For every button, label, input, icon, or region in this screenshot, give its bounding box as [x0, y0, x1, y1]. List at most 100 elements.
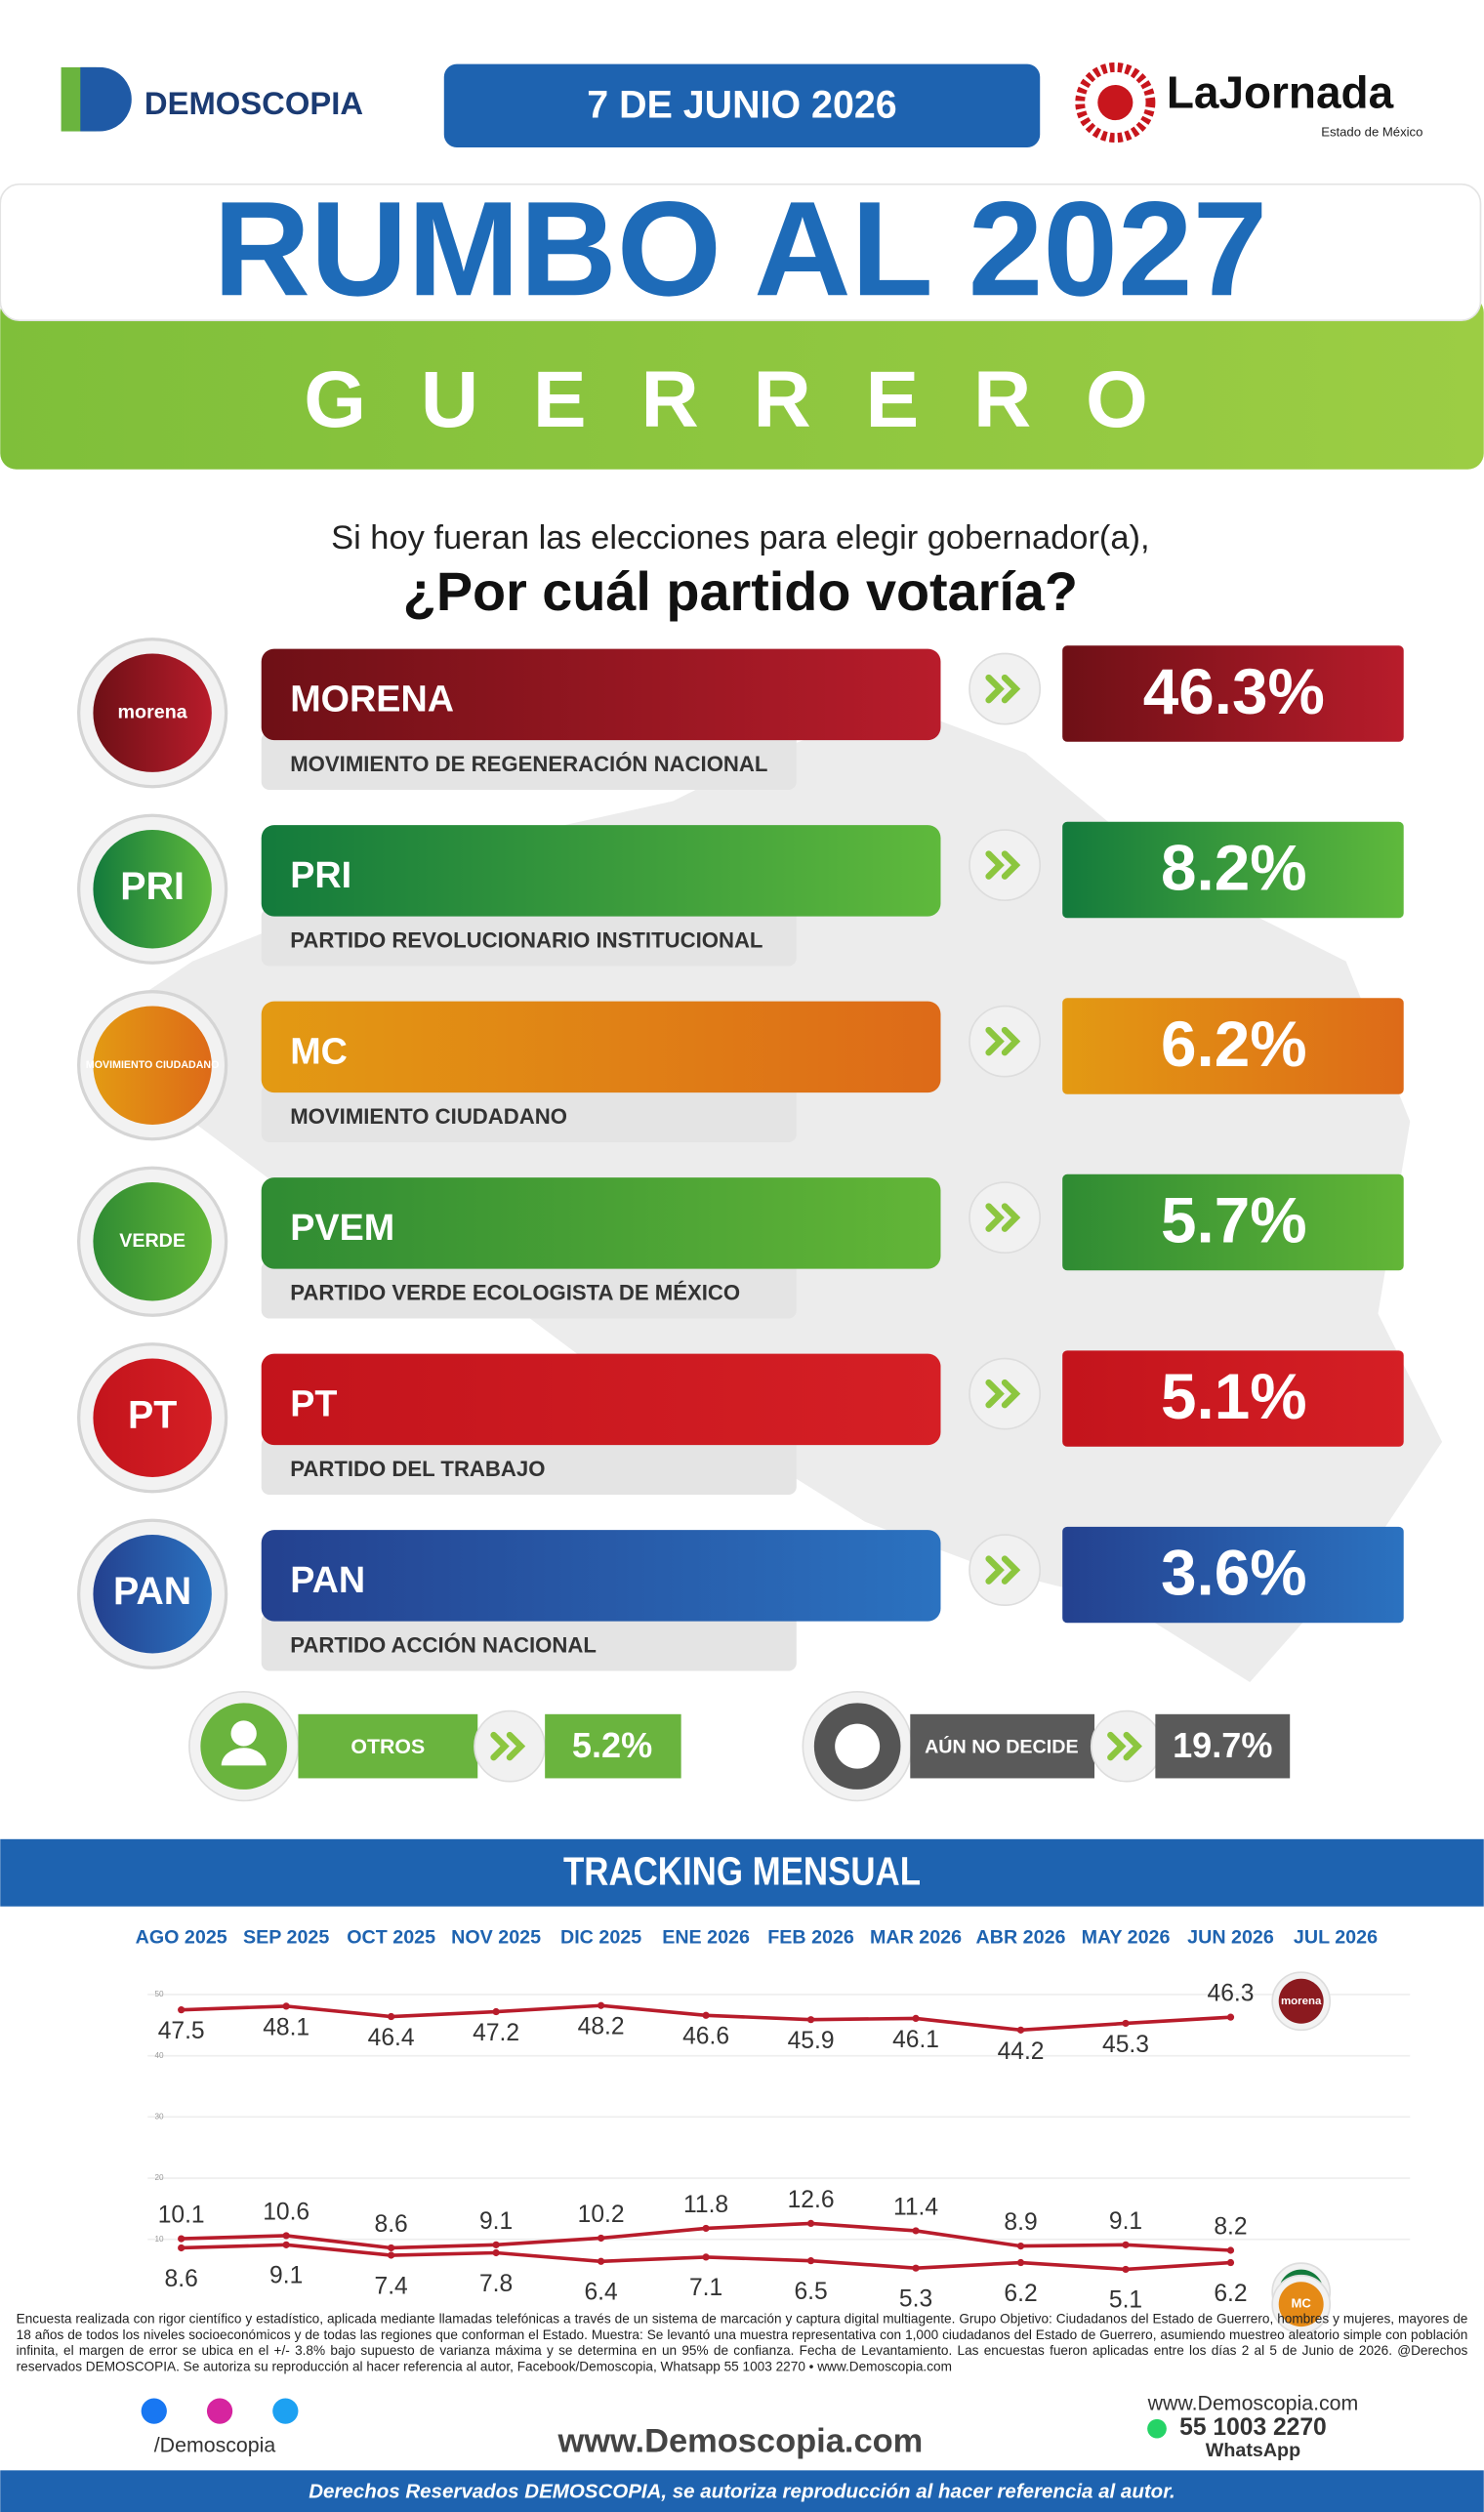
state-band: [0, 296, 1484, 470]
party-value-box: [1062, 1174, 1404, 1271]
chevron: [1001, 1555, 1021, 1585]
data-point: [178, 2244, 186, 2252]
data-label: 10.1: [158, 2203, 205, 2229]
data-point: [492, 2007, 500, 2016]
data-label: 46.1: [892, 2027, 939, 2053]
data-label: 10.2: [578, 2202, 625, 2228]
footer-note: Encuesta realizada con rigor científico …: [16, 2310, 1468, 2374]
social-icon: [141, 2398, 167, 2424]
x-tick-label: DIC 2025: [560, 1927, 641, 1949]
undecided-label: AÚN NO DECIDE: [925, 1734, 1079, 1757]
data-point: [282, 2241, 290, 2248]
data-point: [1226, 2246, 1235, 2254]
x-tick-label: JUL 2026: [1294, 1927, 1378, 1949]
data-point: [282, 2232, 290, 2240]
chevron: [1001, 850, 1021, 880]
data-point: [178, 2235, 186, 2243]
others-value-box: [545, 1713, 681, 1779]
party-value: 8.2%: [1161, 833, 1307, 904]
chevron: [1001, 1203, 1021, 1232]
chevron: [1001, 1379, 1021, 1409]
series-icon: [1278, 1978, 1324, 2024]
party-logo: [93, 653, 212, 772]
party-full-name: PARTIDO DEL TRABAJO: [290, 1457, 545, 1481]
chevron: [1107, 1731, 1127, 1761]
data-label: 7.8: [479, 2271, 513, 2297]
party-value-box: [1062, 645, 1404, 742]
data-point: [912, 2227, 920, 2235]
arrow-badge: [969, 829, 1042, 902]
data-point: [912, 2264, 920, 2272]
x-tick-label: OCT 2025: [347, 1927, 435, 1949]
data-label: 44.2: [998, 2038, 1045, 2065]
data-label: 48.2: [578, 2014, 625, 2040]
legend-label: MC: [1291, 2296, 1311, 2311]
question-line2: ¿Por cuál partido votaría?: [403, 560, 1078, 622]
party-full-name: PARTIDO VERDE ECOLOGISTA DE MÉXICO: [290, 1281, 740, 1305]
chevron: [985, 1379, 1005, 1409]
data-point: [806, 2219, 815, 2228]
data-label: 48.1: [263, 2014, 309, 2040]
data-point: [702, 2224, 710, 2233]
data-point: [702, 2011, 710, 2019]
party-bar: [261, 648, 941, 741]
arrow-badge: [474, 1709, 546, 1783]
data-point: [1016, 2026, 1025, 2034]
party-logo-text: PAN: [113, 1570, 191, 1613]
chevron: [985, 1555, 1005, 1585]
question-line1: Si hoy fueran las elecciones para elegir…: [331, 519, 1149, 556]
data-point: [492, 2241, 500, 2248]
party-logo: [93, 1358, 212, 1477]
data-point: [1226, 2258, 1235, 2267]
data-label: 7.1: [689, 2275, 722, 2301]
party-subbar: [261, 1436, 797, 1496]
social-handle: /Demoscopia: [154, 2433, 276, 2456]
data-label: 46.4: [368, 2025, 415, 2051]
data-point: [388, 2251, 395, 2259]
data-label: 8.2: [1214, 2214, 1247, 2241]
data-label: 8.9: [1004, 2209, 1037, 2236]
data-label: 6.5: [794, 2279, 827, 2305]
arrow-badge: [969, 1181, 1042, 1255]
series-icon: [1278, 2282, 1324, 2327]
website: www.Demoscopia.com: [556, 2423, 923, 2460]
logo-mark: [80, 66, 132, 132]
rights: Derechos Reservados DEMOSCOPIA, se autor…: [309, 2481, 1175, 2503]
data-label: 8.6: [375, 2211, 408, 2238]
chart-title: TRACKING MENSUAL: [563, 1850, 921, 1894]
title-band: [0, 183, 1482, 322]
data-label: 6.2: [1214, 2281, 1247, 2307]
data-point: [1016, 2258, 1025, 2267]
data-label: 9.1: [269, 2263, 303, 2289]
party-value: 46.3%: [1143, 656, 1325, 727]
phone: 55 1003 2270: [1179, 2414, 1327, 2441]
y-tick-label: 30: [155, 2113, 165, 2121]
party-value: 3.6%: [1161, 1538, 1307, 1609]
footer-note-box: Encuesta realizada con rigor científico …: [16, 2310, 1468, 2374]
party-full-name: PARTIDO REVOLUCIONARIO INSTITUCIONAL: [290, 928, 763, 953]
y-tick-label: 50: [155, 1990, 165, 1998]
data-point: [388, 2244, 395, 2252]
data-point: [388, 2012, 395, 2021]
data-point: [806, 2257, 815, 2265]
x-tick-label: AGO 2025: [136, 1927, 227, 1949]
data-label: 10.6: [263, 2199, 309, 2225]
date-pill: [443, 63, 1041, 147]
party-subbar: [261, 1260, 797, 1319]
party-name: PT: [290, 1383, 337, 1424]
undecided-value-box: [1155, 1713, 1291, 1779]
others-icon: [230, 1720, 257, 1747]
party-value: 5.1%: [1161, 1361, 1307, 1432]
x-tick-label: FEB 2026: [767, 1927, 854, 1949]
chevron: [1001, 1026, 1021, 1056]
party-logo-text: PT: [128, 1394, 177, 1437]
party-logo-text: VERDE: [119, 1230, 186, 1252]
data-label: 9.1: [479, 2208, 513, 2235]
data-point: [282, 2002, 290, 2010]
party-value-box: [1062, 1526, 1404, 1624]
x-tick-label: ENE 2026: [662, 1927, 750, 1949]
party-value: 6.2%: [1161, 1009, 1307, 1080]
brand: DEMOSCOPIA: [144, 85, 363, 121]
arrow-badge: [1090, 1709, 1163, 1783]
